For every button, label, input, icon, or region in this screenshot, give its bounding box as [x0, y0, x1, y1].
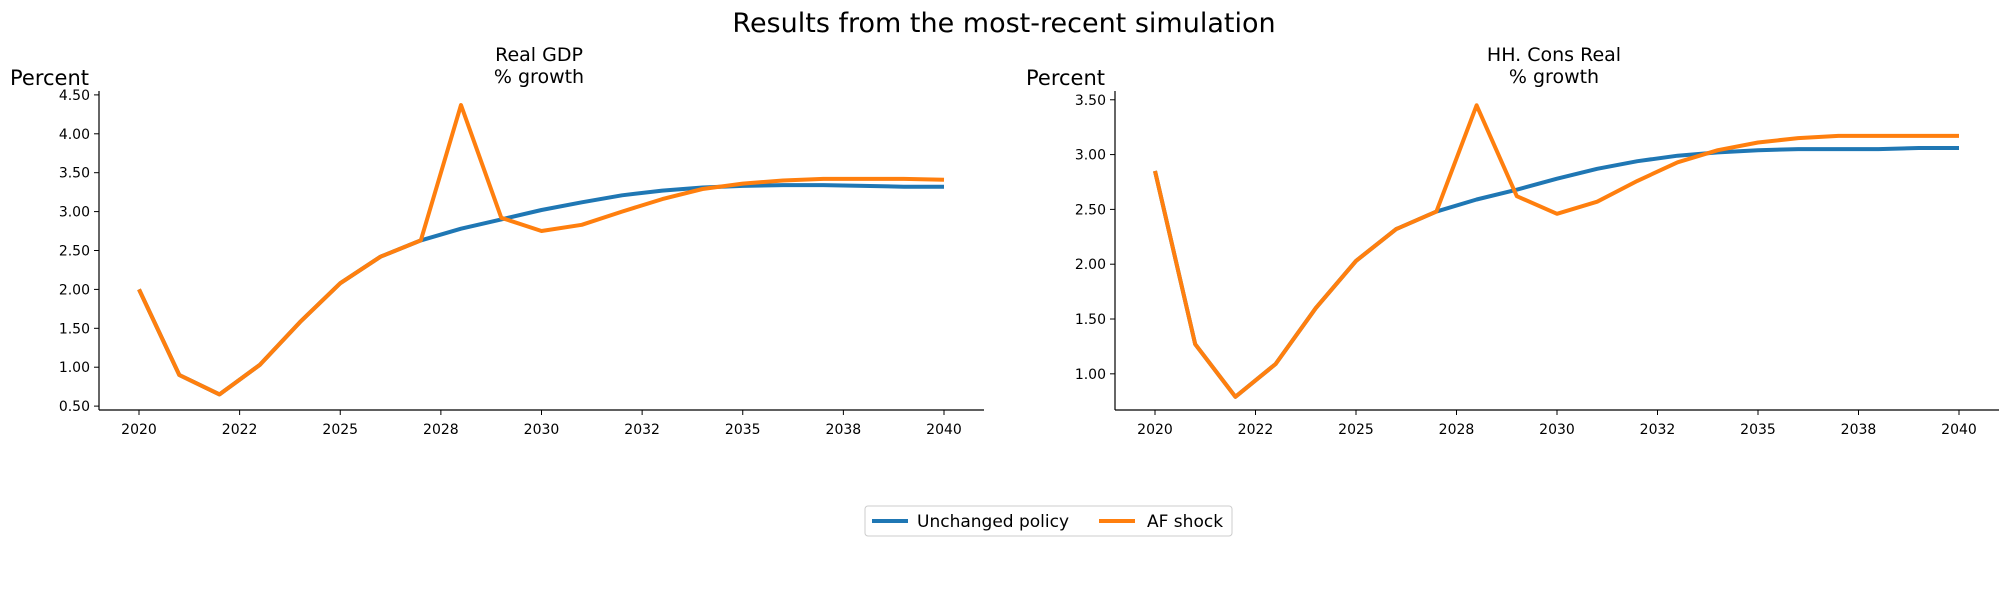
y-tick-label: 3.00 — [1075, 148, 1106, 164]
x-tick-label: 2020 — [121, 422, 157, 438]
y-tick-label: 1.50 — [1075, 312, 1106, 328]
panel-real-gdp: Real GDP % growth Percent 0.50 1.00 1.50 2.… — [10, 44, 984, 438]
x-tick-label: 2030 — [524, 422, 560, 438]
series-lines — [137, 103, 945, 397]
panel-title-line1: Real GDP — [495, 44, 583, 66]
x-tick-label: 2028 — [1439, 422, 1475, 438]
y-tick-label: 2.00 — [59, 282, 90, 298]
x-tick-label: 2030 — [1539, 422, 1575, 438]
x-tick-label: 2025 — [1338, 422, 1374, 438]
series-line-af-shock — [137, 103, 945, 397]
panel-hh-cons-real: HH. Cons Real % growth Percent 1.00 1.50 2… — [1026, 44, 1999, 438]
x-tick-label: 2022 — [222, 422, 258, 438]
x-tick-label: 2040 — [1941, 422, 1977, 438]
x-tick-label: 2038 — [826, 422, 862, 438]
x-tick-label: 2035 — [1740, 422, 1776, 438]
y-tick-label: 3.00 — [59, 205, 90, 221]
axes: 0.50 1.00 1.50 2.00 2.50 3.00 3.50 4.00 4.50 2020… — [59, 88, 984, 438]
y-axis-label: Percent — [10, 66, 89, 90]
y-tick-label: 4.00 — [59, 127, 90, 143]
x-tick-label: 2032 — [1640, 422, 1676, 438]
x-tick-label: 2022 — [1238, 422, 1274, 438]
x-tick-label: 2032 — [624, 422, 660, 438]
y-tick-label: 2.50 — [1075, 202, 1106, 218]
y-tick-label: 1.00 — [59, 360, 90, 376]
y-tick-label: 2.00 — [1075, 257, 1106, 273]
x-tick-label: 2035 — [725, 422, 761, 438]
panel-title-line2: % growth — [1509, 66, 1599, 88]
y-tick-label: 4.50 — [59, 88, 90, 104]
y-tick-label: 1.00 — [1075, 367, 1106, 383]
panel-title-line2: % growth — [494, 66, 584, 88]
x-tick-label: 2020 — [1137, 422, 1173, 438]
y-tick-label: 3.50 — [1075, 93, 1106, 109]
series-line-af-shock — [1153, 103, 1959, 399]
legend-frame — [864, 505, 1233, 537]
legend: Unchanged policy AF shock — [864, 505, 1233, 537]
panel-title-line1: HH. Cons Real — [1487, 44, 1621, 66]
y-tick-label: 0.50 — [59, 399, 90, 415]
x-tick-label: 2028 — [423, 422, 459, 438]
x-tick-label: 2025 — [322, 422, 358, 438]
legend-label-af-shock: AF shock — [1147, 512, 1223, 532]
series-lines — [1153, 103, 1959, 399]
x-tick-label: 2038 — [1841, 422, 1877, 438]
x-tick-label: 2040 — [926, 422, 962, 438]
y-axis-label: Percent — [1026, 66, 1105, 90]
figure-title: Results from the most-recent simulation — [732, 8, 1275, 39]
y-tick-label: 1.50 — [59, 321, 90, 337]
series-line-unchanged-policy — [1153, 146, 1959, 399]
axes: 1.00 1.50 2.00 2.50 3.00 3.50 2020 2022 2025 2028… — [1075, 91, 1999, 438]
legend-label-unchanged-policy: Unchanged policy — [917, 512, 1069, 532]
y-tick-label: 3.50 — [59, 166, 90, 182]
y-tick-label: 2.50 — [59, 244, 90, 260]
